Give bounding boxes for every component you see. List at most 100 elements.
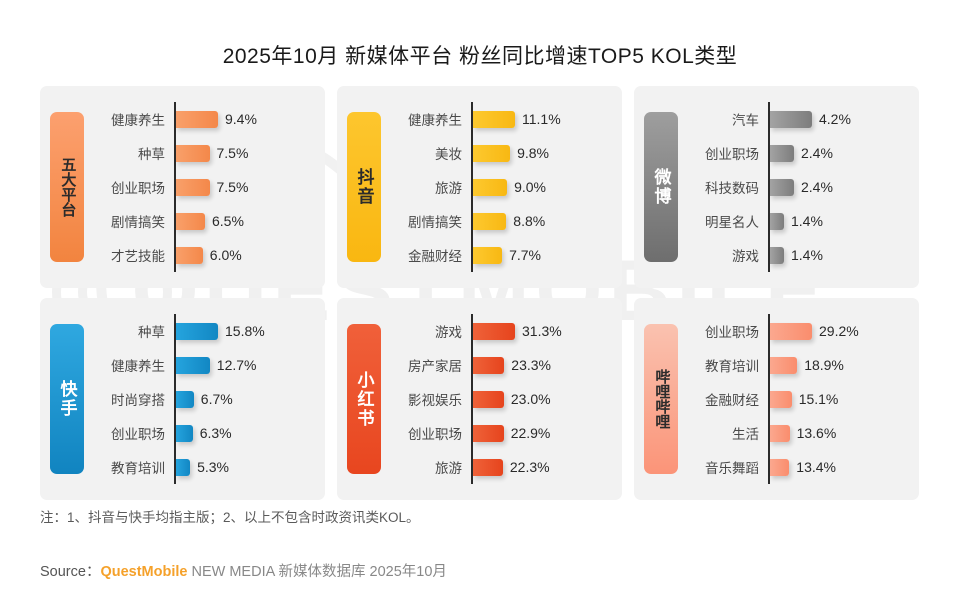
source-brand: QuestMobile [100, 564, 188, 580]
value-bar [473, 458, 503, 476]
category-label: 创业职场 [705, 147, 759, 162]
value-bar [770, 178, 794, 196]
category-label: 创业职场 [705, 325, 759, 340]
value-bar [473, 178, 508, 196]
value-label: 22.3% [509, 459, 550, 475]
platform-panel: 快手 种草 15.8% 健康养生 12.7% 时尚穿搭 6.7% 创业职场 6.3% 教育培训 5.… [40, 298, 325, 500]
platform-panel: 小红书 游戏 31.3% 房产家居 23.3% 影视娱乐 23.0% 创业职场 22.9% 旅游 2… [337, 298, 622, 500]
platform-panel: 微博 汽车 4.2% 创业职场 2.4% 科技数码 2.4% 明星名人 1.4% 游戏 1.4% [634, 86, 919, 288]
category-label: 创业职场 [111, 427, 165, 442]
value-bar [176, 212, 205, 230]
category-label: 旅游 [435, 461, 462, 476]
bar-row: 剧情搞笑 8.8% [385, 204, 614, 238]
platform-tag: 五大平台 [50, 112, 84, 262]
platform-tag: 微博 [644, 112, 678, 262]
bar-track: 5.3% [174, 450, 317, 484]
category-label: 美妆 [435, 147, 462, 162]
category-label: 才艺技能 [111, 249, 165, 264]
platform-tag-label: 快手 [57, 380, 77, 418]
category-label: 剧情搞笑 [111, 215, 165, 230]
bar-track: 4.2% [768, 102, 911, 136]
category-label: 种草 [138, 325, 165, 340]
value-bar [176, 246, 203, 264]
bar-row: 游戏 31.3% [385, 314, 614, 348]
bar-row: 科技数码 2.4% [682, 170, 911, 204]
source-prefix: Source： [40, 564, 101, 580]
value-label: 2.4% [801, 179, 833, 195]
bar-row: 房产家居 23.3% [385, 348, 614, 382]
value-label: 13.4% [796, 459, 836, 475]
value-label: 1.4% [791, 247, 823, 263]
bar-track: 2.4% [768, 170, 911, 204]
bar-row: 创业职场 6.3% [88, 416, 317, 450]
bar-track: 1.4% [768, 238, 911, 272]
value-label: 15.1% [798, 391, 839, 407]
value-bar [473, 144, 511, 162]
value-label: 6.7% [200, 391, 233, 407]
bar-track: 15.1% [768, 382, 911, 416]
value-label: 18.9% [804, 357, 844, 373]
bar-row: 明星名人 1.4% [682, 204, 911, 238]
platform-tag-label: 哔哩哔哩 [653, 369, 671, 429]
value-bar [770, 110, 812, 128]
category-label: 健康养生 [111, 359, 165, 374]
value-bar [176, 144, 210, 162]
value-bar [770, 390, 792, 408]
page-title: 2025年10月 新媒体平台 粉丝同比增速TOP5 KOL类型 [222, 45, 738, 68]
category-label: 创业职场 [408, 427, 462, 442]
value-label: 7.5% [216, 179, 249, 195]
bar-row: 教育培训 18.9% [682, 348, 911, 382]
category-label: 旅游 [435, 181, 462, 196]
platform-tag-label: 五大平台 [59, 157, 77, 217]
bar-track: 9.8% [471, 136, 614, 170]
value-label: 2.4% [801, 145, 833, 161]
bar-track: 6.0% [174, 238, 317, 272]
bar-row: 健康养生 9.4% [88, 102, 317, 136]
category-label: 种草 [138, 147, 165, 162]
platform-panel: 抖音 健康养生 11.1% 美妆 9.8% 旅游 9.0% 剧情搞笑 8.8% 金融财经 7.7% [337, 86, 622, 288]
bar-row: 种草 15.8% [88, 314, 317, 348]
bar-row: 创业职场 2.4% [682, 136, 911, 170]
bar-track: 1.4% [768, 204, 911, 238]
bar-rows: 游戏 31.3% 房产家居 23.3% 影视娱乐 23.0% 创业职场 22.9% 旅游 22.3… [381, 308, 614, 490]
value-bar [770, 144, 794, 162]
value-bar [176, 424, 193, 442]
bar-track: 22.9% [471, 416, 614, 450]
value-bar [770, 356, 798, 374]
bar-track: 29.2% [768, 314, 911, 348]
bar-track: 13.4% [768, 450, 911, 484]
bar-track: 6.5% [174, 204, 317, 238]
value-bar [473, 110, 515, 128]
platform-tag: 快手 [50, 324, 84, 474]
value-label: 12.7% [216, 357, 257, 373]
bar-row: 创业职场 29.2% [682, 314, 911, 348]
bar-track: 31.3% [471, 314, 614, 348]
value-bar [176, 322, 218, 340]
platform-panel: 哔哩哔哩 创业职场 29.2% 教育培训 18.9% 金融财经 15.1% 生活 13.6% 音乐… [634, 298, 919, 500]
category-label: 游戏 [435, 325, 462, 340]
bar-rows: 种草 15.8% 健康养生 12.7% 时尚穿搭 6.7% 创业职场 6.3% 教育培训 5.3% [84, 308, 317, 490]
category-label: 教育培训 [111, 461, 165, 476]
category-label: 生活 [732, 427, 759, 442]
value-label: 1.4% [791, 213, 823, 229]
bar-row: 健康养生 12.7% [88, 348, 317, 382]
category-label: 金融财经 [705, 393, 759, 408]
footnote: 注：1、抖音与快手均指主版；2、以上不包含时政资讯类KOL。 [40, 510, 420, 525]
bar-row: 教育培训 5.3% [88, 450, 317, 484]
bar-track: 23.3% [471, 348, 614, 382]
value-bar [176, 110, 218, 128]
value-label: 6.0% [209, 247, 242, 263]
bar-track: 8.8% [471, 204, 614, 238]
bar-row: 金融财经 7.7% [385, 238, 614, 272]
value-label: 4.2% [819, 111, 851, 127]
value-bar [473, 390, 504, 408]
value-label: 9.0% [514, 179, 547, 195]
bar-track: 6.3% [174, 416, 317, 450]
value-bar [176, 390, 194, 408]
bar-row: 影视娱乐 23.0% [385, 382, 614, 416]
value-label: 5.3% [197, 459, 230, 475]
category-label: 明星名人 [705, 215, 759, 230]
bar-track: 7.5% [174, 136, 317, 170]
value-label: 22.9% [510, 425, 551, 441]
bar-track: 9.4% [174, 102, 317, 136]
